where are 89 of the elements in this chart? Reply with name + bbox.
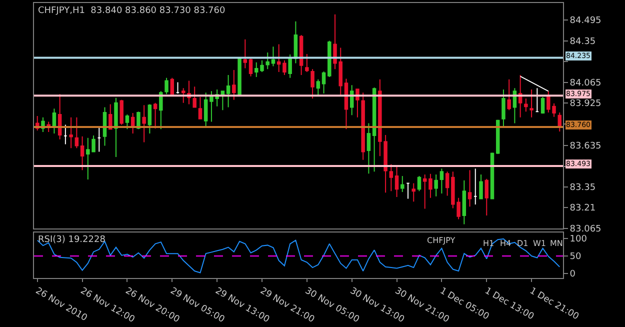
candlestick <box>226 74 230 108</box>
candlestick <box>468 170 472 208</box>
candlestick <box>394 165 399 198</box>
candlestick <box>266 52 270 70</box>
candlestick <box>474 168 478 206</box>
candlestick <box>422 174 427 210</box>
y-tick-label: 83.065 <box>570 224 602 235</box>
y-tick-label: 83.925 <box>570 99 602 110</box>
candlestick <box>417 175 422 192</box>
candlestick <box>69 116 73 149</box>
candlestick <box>445 171 450 196</box>
chart-title: RSI(3) 19.2228 <box>38 235 106 245</box>
candlestick <box>507 78 511 111</box>
candlestick <box>102 106 107 146</box>
candlestick <box>164 77 168 95</box>
candlestick <box>530 89 534 118</box>
candlestick <box>310 68 314 99</box>
candlestick <box>389 164 394 192</box>
candlestick <box>198 96 202 120</box>
candlestick <box>406 182 410 200</box>
y-tick-label: 83.21 <box>570 203 596 214</box>
candlestick <box>305 53 309 73</box>
candlestick <box>170 77 174 96</box>
y-tick-label: 0 <box>570 270 576 280</box>
candlestick <box>524 98 528 112</box>
candlestick <box>238 58 242 96</box>
candlestick <box>484 178 488 216</box>
candlestick <box>502 89 506 128</box>
candlestick <box>316 78 320 96</box>
chart-title: CHFJPY,H1 83.840 83.860 83.730 83.760 <box>38 6 226 16</box>
candlestick <box>142 104 146 143</box>
y-tick-label: 50 <box>570 252 582 262</box>
candlestick <box>535 88 540 113</box>
candlestick <box>440 168 444 194</box>
candlestick <box>271 46 276 67</box>
candlestick <box>153 102 158 130</box>
candlestick <box>58 94 62 140</box>
candlestick <box>148 104 152 134</box>
annotation: CHFJPY <box>427 236 456 245</box>
candlestick <box>159 90 163 130</box>
candlestick <box>350 84 354 116</box>
candlestick <box>52 108 56 134</box>
candlestick <box>114 97 118 158</box>
candlestick <box>372 87 376 172</box>
candlestick <box>276 44 281 73</box>
candlestick <box>512 88 517 124</box>
candlestick <box>322 70 326 94</box>
candlestick <box>64 124 68 145</box>
candlestick <box>518 74 522 118</box>
candlestick <box>540 96 545 114</box>
annotation: MN <box>550 239 563 248</box>
candlestick <box>248 56 253 77</box>
candlestick <box>400 175 404 193</box>
candlestick <box>288 54 292 78</box>
candlestick <box>220 90 225 111</box>
candlestick <box>428 173 432 198</box>
candlestick <box>232 69 236 100</box>
candlestick <box>125 114 130 130</box>
y-tick-label: 84.065 <box>570 78 602 89</box>
candlestick <box>299 34 304 76</box>
candlestick <box>328 40 332 78</box>
candlestick <box>97 126 102 152</box>
candlestick <box>412 182 416 202</box>
candlestick <box>182 88 186 104</box>
candlestick <box>434 174 438 197</box>
annotation: H4 <box>500 239 512 248</box>
candlestick <box>243 38 248 69</box>
y-tick-label: 84.495 <box>570 16 602 26</box>
candlestick <box>130 112 135 134</box>
annotation: D1 <box>517 239 528 248</box>
candlestick <box>204 92 208 128</box>
candlestick <box>361 92 365 160</box>
y-tick-label: 100 <box>570 234 588 245</box>
candlestick <box>462 180 466 225</box>
y-tick-label: 83.35 <box>570 183 596 194</box>
annotation: W1 <box>533 239 546 248</box>
candlestick <box>120 99 124 126</box>
candlestick <box>294 20 298 64</box>
candlestick <box>74 116 79 149</box>
candlestick <box>479 174 483 200</box>
candlestick <box>80 136 84 171</box>
candlestick <box>192 86 196 108</box>
candlestick <box>176 82 180 94</box>
candlestick <box>282 60 286 76</box>
candlestick <box>344 78 348 130</box>
annotation: H1 <box>483 239 494 248</box>
y-tick-label: 84.35 <box>570 37 596 48</box>
candlestick <box>366 122 371 174</box>
y-tick-label: 83.635 <box>570 141 602 152</box>
